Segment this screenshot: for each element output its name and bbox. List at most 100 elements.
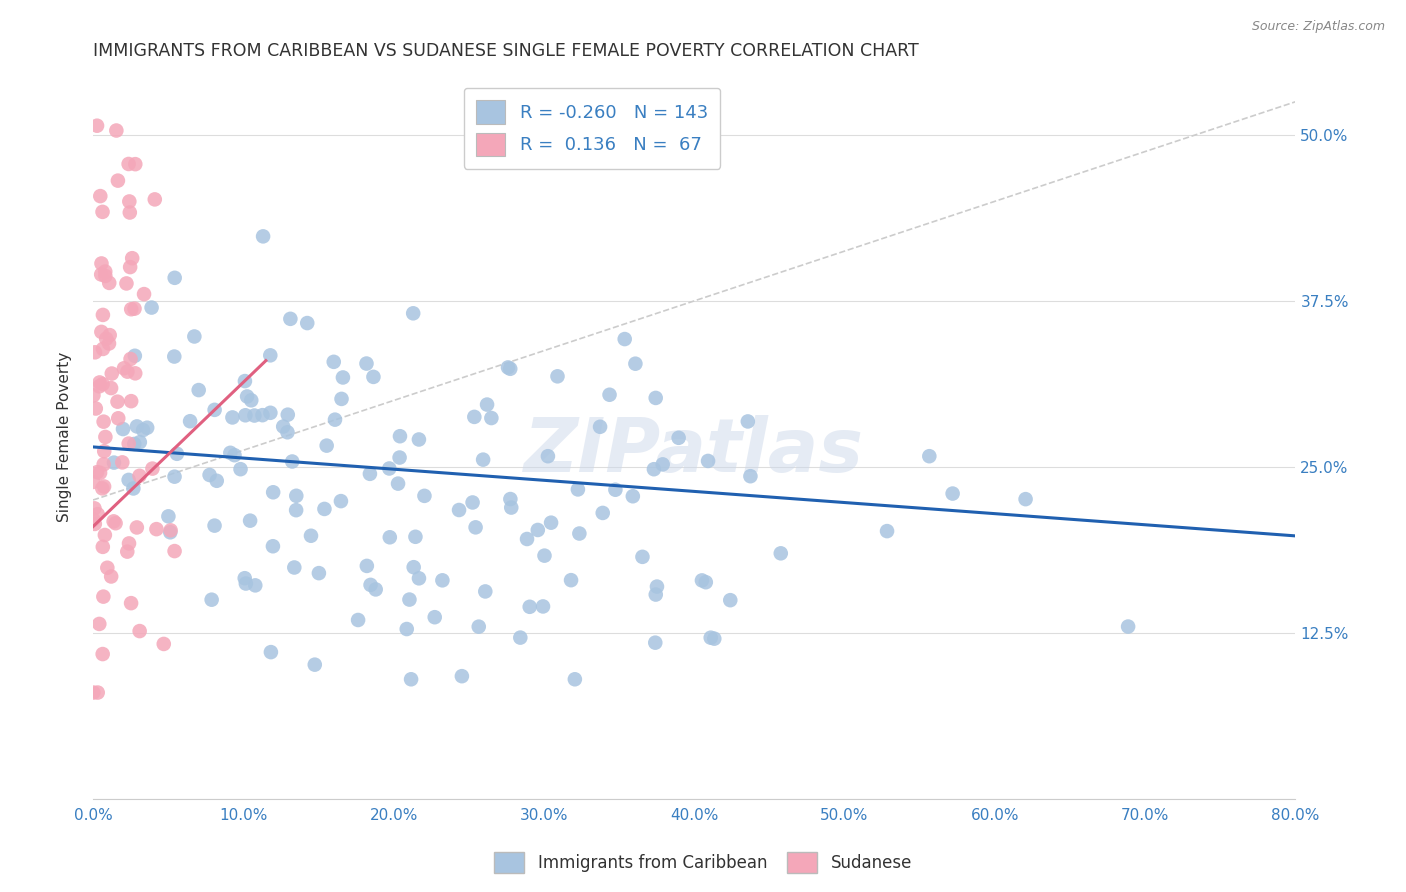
Point (124, 367, 146, 381)
Point (464, 520, 486, 534)
Point (93, 590, 115, 604)
Point (91, 342, 114, 356)
Point (120, 260, 142, 274)
Point (276, 425, 298, 440)
Point (304, 657, 326, 672)
Point (281, 454, 304, 468)
Point (252, 408, 274, 422)
Point (198, 467, 221, 482)
Point (690, 574, 713, 588)
Point (94, 268, 117, 283)
Text: IMMIGRANTS FROM CARIBBEAN VS SUDANESE SINGLE FEMALE POVERTY CORRELATION CHART: IMMIGRANTS FROM CARIBBEAN VS SUDANESE SI… (93, 42, 918, 60)
Point (124, 157, 146, 171)
Point (82, 513, 104, 527)
Point (315, 439, 337, 453)
Point (91, 377, 114, 392)
Legend: R = -0.260   N = 143, R =  0.136   N =  67: R = -0.260 N = 143, R = 0.136 N = 67 (464, 87, 720, 169)
Point (737, 414, 759, 428)
Point (547, 369, 569, 384)
Point (262, 539, 284, 553)
Point (499, 361, 522, 376)
Point (509, 631, 531, 645)
Point (128, 468, 150, 483)
Point (432, 574, 454, 588)
Point (395, 622, 418, 636)
Point (235, 409, 257, 423)
Point (124, 301, 146, 316)
Point (479, 411, 502, 425)
Point (84, 345, 107, 359)
Point (560, 573, 582, 587)
Point (187, 383, 209, 397)
Point (107, 394, 129, 409)
Point (100, 569, 122, 583)
Point (125, 419, 148, 434)
Point (94, 528, 117, 542)
Point (120, 394, 142, 409)
Point (703, 632, 725, 646)
Point (100, 381, 122, 395)
Point (356, 357, 378, 371)
Point (347, 613, 370, 627)
Point (204, 402, 226, 417)
Point (299, 529, 322, 543)
Point (314, 502, 336, 516)
Point (564, 673, 586, 687)
Point (359, 467, 381, 481)
Point (631, 549, 654, 564)
Point (136, 420, 159, 434)
Point (233, 571, 256, 585)
Point (332, 370, 354, 384)
Point (329, 494, 352, 508)
Point (942, 486, 965, 500)
Point (132, 423, 155, 437)
Point (82, 388, 104, 402)
Legend: Immigrants from Caribbean, Sudanese: Immigrants from Caribbean, Sudanese (488, 846, 918, 880)
Point (245, 578, 267, 592)
Point (280, 311, 302, 326)
Point (399, 673, 422, 687)
Point (128, 624, 150, 638)
Point (163, 350, 186, 364)
Point (621, 489, 644, 503)
Point (112, 361, 135, 376)
Point (152, 637, 174, 651)
Point (82, 475, 104, 489)
Point (118, 194, 141, 209)
Point (118, 536, 141, 550)
Y-axis label: Single Female Poverty: Single Female Poverty (58, 351, 72, 522)
Point (239, 514, 262, 528)
Point (115, 277, 138, 291)
Point (163, 270, 186, 285)
Point (121, 251, 143, 265)
Point (519, 599, 541, 614)
Point (364, 582, 387, 597)
Point (236, 389, 259, 403)
Point (718, 593, 741, 607)
Point (103, 456, 125, 470)
Point (91, 540, 114, 554)
Point (117, 365, 139, 379)
Point (285, 489, 308, 503)
Text: ZIPatlas: ZIPatlas (524, 415, 865, 488)
Point (124, 437, 146, 451)
Point (699, 631, 721, 645)
Point (567, 483, 589, 497)
Point (475, 398, 498, 412)
Point (179, 414, 201, 428)
Point (91, 205, 114, 219)
Point (243, 409, 266, 423)
Point (93, 444, 115, 458)
Point (98, 328, 121, 343)
Point (124, 349, 146, 363)
Point (111, 422, 134, 436)
Point (624, 357, 647, 371)
Point (378, 530, 401, 544)
Point (166, 447, 188, 461)
Point (643, 462, 665, 476)
Point (468, 620, 491, 634)
Point (122, 482, 145, 496)
Point (89, 189, 111, 203)
Point (96, 332, 118, 346)
Point (120, 596, 142, 610)
